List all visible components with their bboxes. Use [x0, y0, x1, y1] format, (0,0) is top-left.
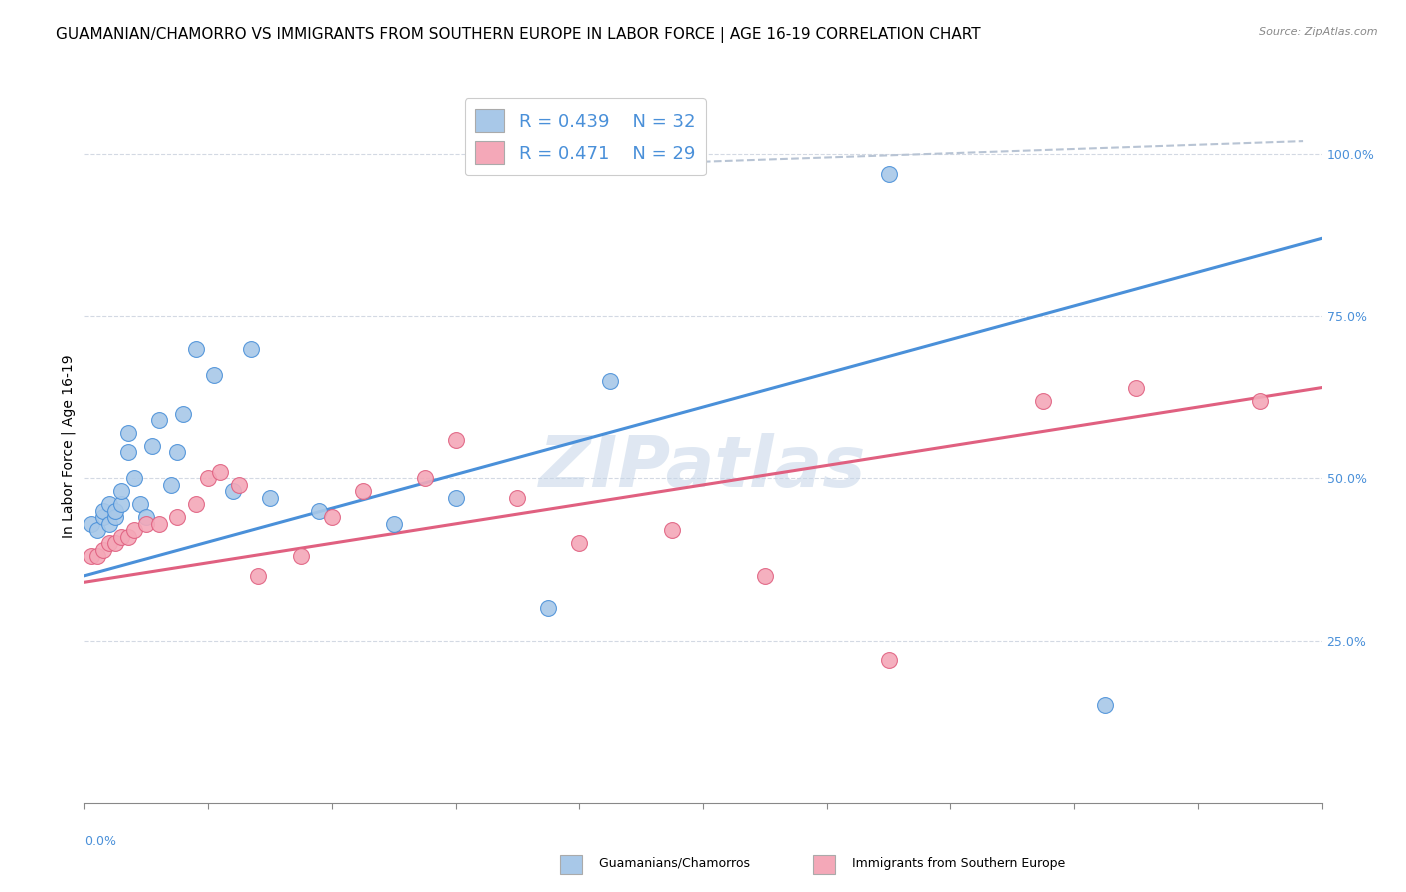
Point — [209, 465, 232, 479]
Text: 0.0%: 0.0% — [84, 835, 117, 848]
Point — [1125, 381, 1147, 395]
Point — [148, 413, 170, 427]
Point — [135, 516, 157, 531]
Point — [444, 433, 467, 447]
Point — [754, 568, 776, 582]
Point — [172, 407, 194, 421]
Point — [129, 497, 152, 511]
Point — [222, 484, 245, 499]
Point — [86, 524, 108, 538]
Point — [104, 510, 127, 524]
Point — [537, 601, 560, 615]
Point — [877, 653, 900, 667]
Text: Guamanians/Chamorros: Guamanians/Chamorros — [591, 856, 749, 870]
Point — [110, 497, 132, 511]
Text: ZIPatlas: ZIPatlas — [540, 433, 866, 502]
FancyBboxPatch shape — [813, 855, 835, 874]
Point — [184, 497, 207, 511]
Point — [240, 342, 263, 356]
Point — [117, 530, 139, 544]
Point — [444, 491, 467, 505]
Point — [661, 524, 683, 538]
Point — [568, 536, 591, 550]
Point — [599, 374, 621, 388]
Point — [91, 504, 114, 518]
Point — [166, 445, 188, 459]
Point — [104, 536, 127, 550]
FancyBboxPatch shape — [560, 855, 582, 874]
Point — [135, 510, 157, 524]
Point — [506, 491, 529, 505]
Point — [382, 516, 405, 531]
Point — [321, 510, 343, 524]
Point — [877, 167, 900, 181]
Point — [117, 445, 139, 459]
Point — [166, 510, 188, 524]
Point — [1094, 698, 1116, 713]
Point — [117, 425, 139, 440]
Point — [228, 478, 250, 492]
Point — [98, 497, 121, 511]
Point — [1249, 393, 1271, 408]
Point — [79, 549, 101, 564]
Legend: R = 0.439    N = 32, R = 0.471    N = 29: R = 0.439 N = 32, R = 0.471 N = 29 — [464, 98, 706, 176]
Point — [148, 516, 170, 531]
Point — [122, 524, 145, 538]
Point — [259, 491, 281, 505]
Point — [290, 549, 312, 564]
Text: Source: ZipAtlas.com: Source: ZipAtlas.com — [1260, 27, 1378, 37]
Point — [413, 471, 436, 485]
Point — [122, 471, 145, 485]
Point — [141, 439, 163, 453]
Point — [110, 484, 132, 499]
Point — [246, 568, 269, 582]
Point — [91, 542, 114, 557]
Point — [352, 484, 374, 499]
Point — [1032, 393, 1054, 408]
Y-axis label: In Labor Force | Age 16-19: In Labor Force | Age 16-19 — [62, 354, 76, 538]
Point — [308, 504, 330, 518]
Point — [86, 549, 108, 564]
Point — [91, 510, 114, 524]
Point — [110, 530, 132, 544]
Point — [202, 368, 225, 382]
Point — [98, 516, 121, 531]
Point — [98, 536, 121, 550]
Point — [104, 504, 127, 518]
Text: GUAMANIAN/CHAMORRO VS IMMIGRANTS FROM SOUTHERN EUROPE IN LABOR FORCE | AGE 16-19: GUAMANIAN/CHAMORRO VS IMMIGRANTS FROM SO… — [56, 27, 981, 43]
Point — [160, 478, 183, 492]
Point — [197, 471, 219, 485]
Point — [79, 516, 101, 531]
Text: Immigrants from Southern Europe: Immigrants from Southern Europe — [844, 856, 1064, 870]
Point — [184, 342, 207, 356]
